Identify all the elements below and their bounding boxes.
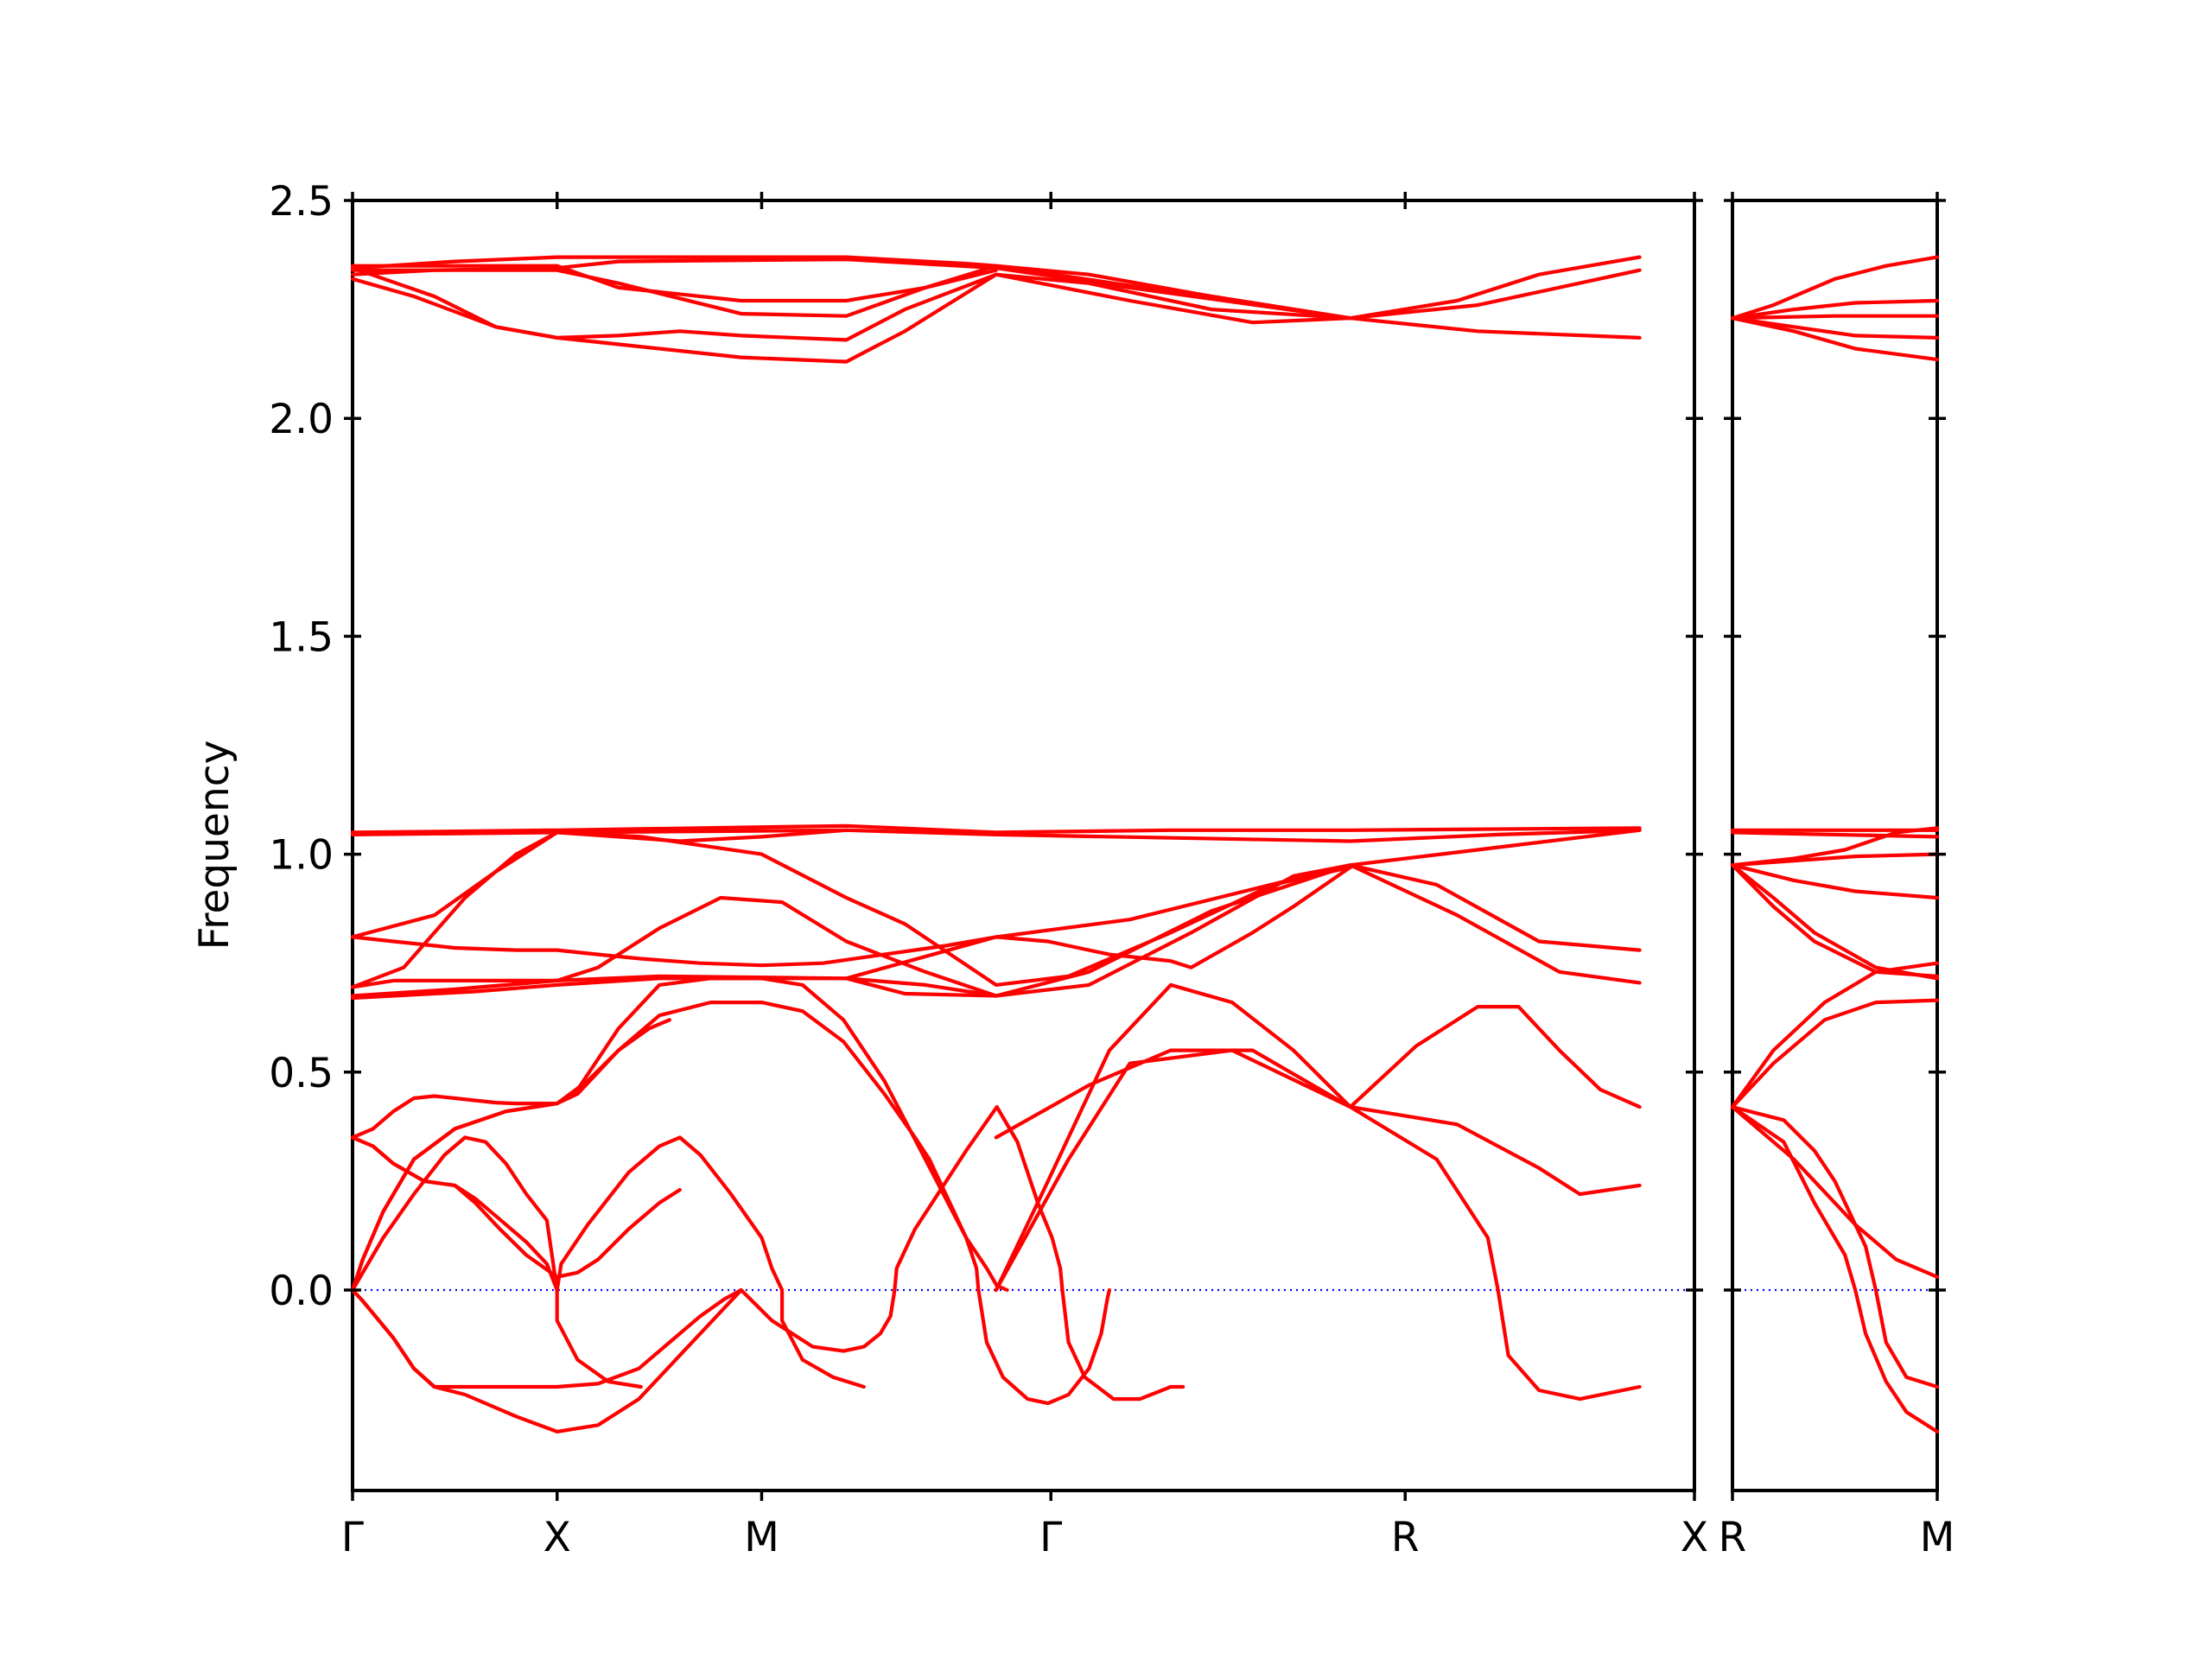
ytick-label-2: 1.0 — [269, 832, 334, 880]
band-side-12 — [1730, 998, 1940, 1109]
panel-main: 0.0 0.5 1.0 1.5 2.0 2.5 Γ X M Γ R X — [269, 178, 1708, 1561]
band-main-0 — [350, 1287, 743, 1389]
band-main-extra-10 — [350, 863, 1642, 998]
band-side-10 — [1730, 863, 1940, 978]
ytick-label-1: 0.5 — [269, 1050, 334, 1097]
band-side-3 — [1730, 316, 1940, 340]
band-side-0 — [1730, 255, 1940, 321]
y-axis-title: Frequency — [191, 741, 238, 950]
panel-side-bands — [1730, 255, 1940, 1433]
xtick-label-side-0: R — [1719, 1514, 1747, 1561]
xtick-label-main-3: Γ — [1039, 1514, 1062, 1561]
band-main-3 — [350, 976, 1009, 1293]
band-main-extra-8 — [350, 828, 849, 939]
band-main-extra-6 — [350, 823, 1642, 835]
band-main-7 — [350, 1135, 682, 1279]
panel-main-frame — [351, 199, 1696, 1492]
ytick-label-5: 2.5 — [269, 178, 334, 226]
band-main-extra-17 — [994, 1048, 1642, 1402]
panel-main-bands — [350, 255, 1694, 1433]
xtick-label-main-4: R — [1391, 1514, 1420, 1561]
band-side-2 — [1730, 314, 1940, 321]
band-main-2 — [350, 1001, 1111, 1406]
band-main-4 — [350, 1135, 866, 1389]
xtick-label-side-1: M — [1920, 1514, 1955, 1561]
band-side-11 — [1730, 826, 1940, 868]
band-main-8 — [350, 865, 1352, 969]
band-main-extra-12 — [350, 828, 1642, 1001]
ytick-label-4: 2.0 — [269, 396, 334, 443]
xtick-label-main-0: Γ — [341, 1514, 364, 1561]
band-main-1 — [350, 1105, 1185, 1433]
ytick-label-3: 1.5 — [269, 613, 334, 661]
panel-side-frame — [1731, 199, 1939, 1492]
band-side-16 — [1730, 1105, 1940, 1279]
band-main-extra-13 — [844, 976, 998, 998]
band-side-8 — [1730, 863, 1940, 900]
band-side-14 — [1730, 1105, 1940, 1389]
ytick-label-0: 0.0 — [269, 1268, 334, 1315]
band-main-extra-5 — [350, 268, 998, 318]
xtick-label-main-2: M — [744, 1514, 779, 1561]
band-main-extra-15 — [994, 982, 1352, 1293]
band-main-extra-4 — [350, 264, 1352, 321]
panel-main-ticks: 0.0 0.5 1.0 1.5 2.0 2.5 Γ X M Γ R X — [269, 178, 1708, 1561]
band-side-13 — [1730, 961, 1940, 1109]
xtick-label-main-1: X — [543, 1514, 571, 1561]
band-side-4 — [1730, 316, 1940, 362]
band-main-6 — [350, 1135, 643, 1389]
band-main-5 — [350, 1018, 671, 1140]
band-side-6 — [1730, 830, 1940, 839]
band-side-15 — [1730, 1105, 1940, 1433]
band-main-extra-16 — [1348, 1005, 1642, 1109]
band-main-extra-3 — [350, 266, 1352, 364]
band-side-1 — [1730, 298, 1940, 321]
band-main-extra-1 — [350, 257, 1642, 321]
band-main-extra-11 — [350, 863, 1642, 998]
band-side-9 — [1730, 863, 1940, 981]
xtick-label-main-5: X — [1681, 1514, 1708, 1561]
